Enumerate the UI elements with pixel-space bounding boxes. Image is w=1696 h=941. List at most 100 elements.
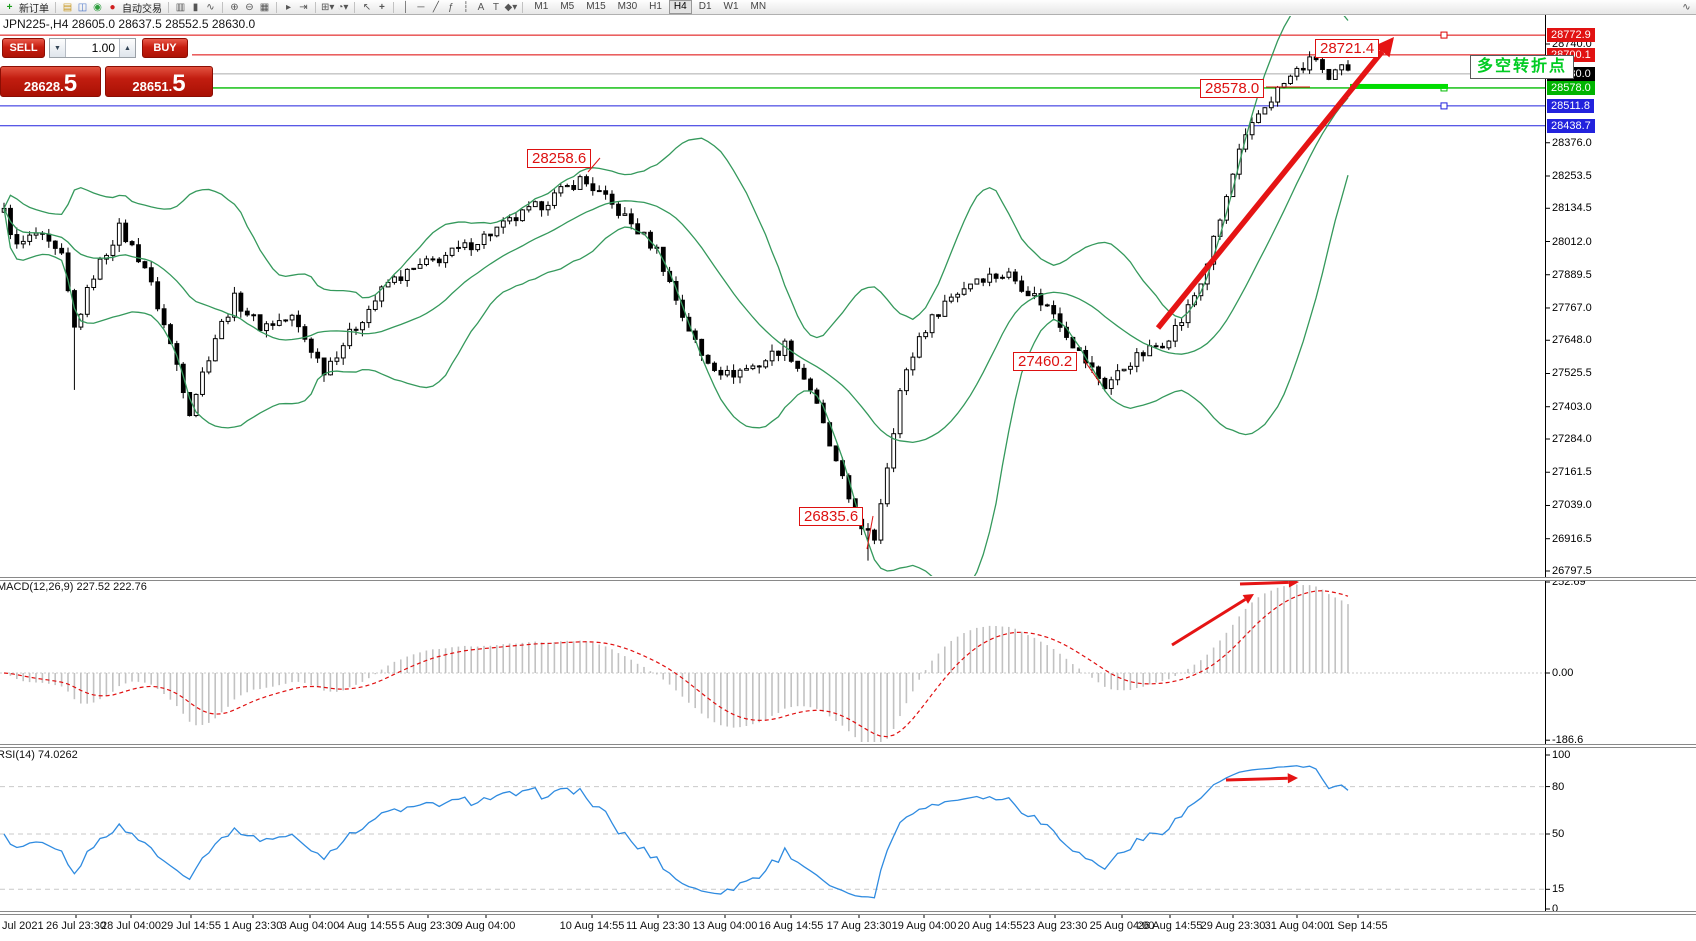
candle: [1147, 345, 1153, 357]
autotrading-icon[interactable]: ●: [109, 1, 116, 13]
note-label-turning-point[interactable]: 多空转折点: [1470, 55, 1575, 79]
horizontal-line-icon[interactable]: ─: [417, 1, 425, 13]
candle: [577, 176, 583, 190]
fibonacci-icon[interactable]: ƒ: [448, 1, 454, 13]
trend-arrow[interactable]: [1171, 598, 1247, 647]
volume-input[interactable]: 1.00: [91, 41, 115, 55]
candle: [238, 292, 244, 312]
candle: [763, 360, 769, 368]
zoom-out-icon[interactable]: ⊖: [245, 1, 254, 13]
candle: [724, 369, 730, 376]
price-annotation[interactable]: 28721.4: [1315, 39, 1380, 58]
candle: [795, 360, 801, 369]
new-order-button[interactable]: 新订单: [19, 3, 49, 15]
price-annotation[interactable]: 26835.6: [799, 507, 864, 526]
timeframe-m30[interactable]: M30: [617, 1, 638, 12]
candle: [27, 234, 33, 242]
candle-chart-icon[interactable]: ▮: [192, 1, 199, 13]
candle: [571, 185, 577, 190]
candle: [596, 190, 602, 193]
label-icon[interactable]: T: [492, 1, 499, 13]
cycles-icon[interactable]: ┆: [462, 1, 469, 13]
timeframe-mn[interactable]: MN: [750, 1, 767, 12]
new-order-icon[interactable]: +: [6, 1, 13, 13]
candle: [1000, 276, 1005, 279]
sell-price-tile[interactable]: 28628. 5: [0, 66, 101, 97]
timeframe-m15[interactable]: M15: [586, 1, 606, 12]
candle: [14, 234, 20, 245]
sell-button[interactable]: SELL: [2, 38, 45, 58]
vertical-line-icon[interactable]: │: [402, 1, 410, 13]
price-annotation[interactable]: 28578.0: [1200, 79, 1265, 98]
price-axis-line: [1545, 15, 1546, 912]
candle: [801, 367, 807, 380]
candle: [897, 390, 903, 435]
volume-decrease-button[interactable]: ▼: [50, 39, 66, 57]
buy-button[interactable]: BUY: [142, 38, 188, 58]
timeframe-h4[interactable]: H4: [668, 0, 692, 14]
price-annotation[interactable]: 27460.2: [1013, 352, 1078, 371]
periods-icon[interactable]: ◔▾: [337, 1, 349, 13]
crosshair-icon[interactable]: +: [378, 1, 385, 13]
profiles-icon[interactable]: ◫: [77, 1, 88, 13]
candle: [353, 328, 359, 331]
timeframe-h1[interactable]: H1: [649, 1, 662, 12]
auto-scroll-icon[interactable]: ▸: [285, 1, 292, 13]
trend-arrow[interactable]: [1155, 49, 1385, 330]
buy-price-tile[interactable]: 28651. 5: [105, 66, 213, 97]
indicators-icon[interactable]: ∿: [1682, 1, 1691, 13]
timeframe-m1[interactable]: M1: [534, 1, 549, 12]
bollinger-middle: [3, 97, 1349, 444]
candle: [142, 261, 148, 269]
price-annotation[interactable]: 28258.6: [527, 149, 592, 168]
candle: [46, 233, 52, 242]
timeframe-w1[interactable]: W1: [723, 1, 739, 12]
candle: [1160, 345, 1165, 349]
signals-icon[interactable]: ◉: [93, 1, 102, 13]
timeframe-m5[interactable]: M5: [560, 1, 575, 12]
candle: [545, 204, 551, 211]
rsi-tick: 100: [1552, 749, 1571, 761]
candle: [225, 316, 231, 322]
candle: [289, 314, 295, 321]
bar-chart-icon[interactable]: ▥: [175, 1, 186, 13]
buy-price-frac: 5: [172, 70, 186, 97]
candle: [916, 336, 922, 358]
chart-shift-icon[interactable]: ⇥: [299, 1, 308, 13]
rsi-tick: 0: [1552, 903, 1559, 915]
candle: [1275, 86, 1281, 103]
candle: [526, 206, 532, 211]
panel-separator-macd[interactable]: [0, 577, 1696, 581]
new-chart-icon[interactable]: ⊞▾: [321, 1, 335, 13]
volume-increase-button[interactable]: ▲: [119, 39, 135, 57]
timeframe-toolbar: M1 M5 M15 M30 H1 H4 D1 W1 MN: [528, 0, 772, 14]
trend-arrow-head: [1374, 37, 1394, 58]
turning-point-highlight[interactable]: [1350, 83, 1448, 89]
candle: [1044, 304, 1050, 307]
sell-price-dot: .: [60, 79, 64, 94]
trendline-icon[interactable]: ╱: [432, 1, 439, 13]
text-icon[interactable]: A: [477, 1, 485, 13]
candle: [968, 283, 973, 290]
shapes-icon[interactable]: ◆▾: [504, 1, 518, 13]
candle: [59, 247, 65, 254]
candle: [308, 338, 314, 353]
timeframe-d1[interactable]: D1: [698, 1, 712, 12]
zoom-in-icon[interactable]: ⊕: [230, 1, 239, 13]
volume-spinner[interactable]: ▼ 1.00 ▲: [49, 38, 136, 58]
trend-arrow[interactable]: [1225, 776, 1288, 782]
tile-windows-icon[interactable]: ▦: [259, 1, 270, 13]
market-watch-icon[interactable]: ▤: [62, 1, 73, 13]
autotrading-button[interactable]: 自动交易: [122, 3, 162, 15]
trend-arrow[interactable]: [1239, 580, 1289, 586]
candle: [468, 242, 474, 251]
toolbar-separator: [315, 1, 316, 13]
cursor-icon[interactable]: ↖: [362, 1, 372, 13]
candle: [750, 365, 756, 370]
panel-separator-rsi[interactable]: [0, 744, 1696, 748]
candle: [808, 378, 813, 391]
trend-arrow-head: [1287, 773, 1298, 784]
line-chart-icon[interactable]: ∿: [206, 1, 215, 13]
chart-sym: JPN225-,H4: [3, 17, 69, 31]
